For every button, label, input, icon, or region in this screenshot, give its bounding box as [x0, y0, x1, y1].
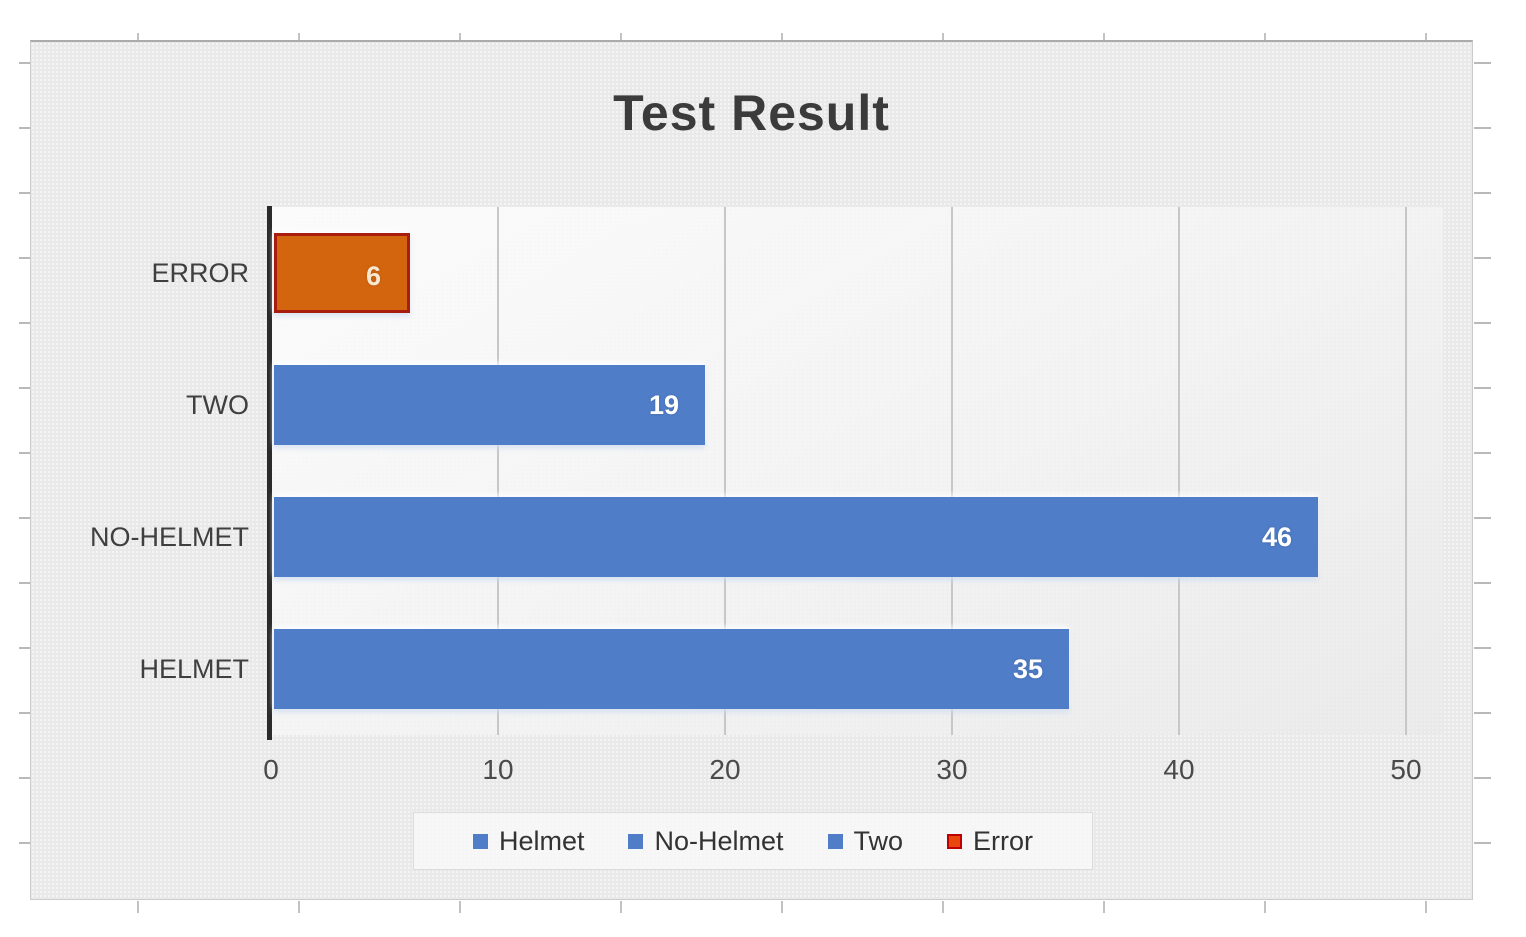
- worksheet-gridline-stub: [459, 901, 461, 913]
- legend-item-error: Error: [947, 826, 1033, 857]
- worksheet-gridline-stub: [19, 127, 30, 129]
- x-tick-label-0: 0: [263, 754, 279, 785]
- worksheet-gridline-stub: [1474, 517, 1491, 519]
- worksheet-gridline-stub: [1474, 62, 1491, 64]
- worksheet-gridline-stub: [620, 33, 622, 40]
- x-tick-label-40: 40: [1163, 754, 1195, 785]
- worksheet-gridline-stub: [620, 901, 622, 913]
- worksheet-gridline-stub: [1474, 127, 1491, 129]
- gridline: [1178, 207, 1180, 735]
- worksheet-gridline-stub: [1425, 901, 1427, 913]
- worksheet-gridline-stub: [459, 33, 461, 40]
- legend-marker-icon: [628, 833, 644, 849]
- worksheet-gridline-stub: [1425, 33, 1427, 40]
- worksheet-gridline-stub: [19, 712, 30, 714]
- legend-item-no-helmet: No-Helmet: [628, 825, 784, 857]
- worksheet-gridline-stub: [1474, 777, 1491, 779]
- worksheet-gridline-stub: [1474, 647, 1491, 649]
- worksheet-gridline-stub: [19, 387, 30, 389]
- gridline: [724, 207, 726, 735]
- worksheet-gridline-stub: [19, 192, 30, 194]
- legend-marker-icon: [827, 833, 843, 849]
- worksheet-gridline-stub: [1474, 192, 1491, 194]
- gridline: [1405, 207, 1407, 735]
- worksheet-gridline-stub: [1474, 387, 1491, 389]
- worksheet-gridline-stub: [19, 322, 30, 324]
- worksheet-gridline-stub: [1264, 901, 1266, 913]
- bar-two[interactable]: 19: [274, 365, 705, 445]
- bar-helmet[interactable]: 35: [274, 629, 1069, 709]
- worksheet-gridline-stub: [137, 901, 139, 913]
- gridline: [951, 207, 953, 735]
- legend-label: Helmet: [498, 825, 585, 856]
- legend-marker-icon: [472, 833, 488, 849]
- x-tick-label-20: 20: [709, 754, 741, 785]
- category-label-helmet: HELMET: [139, 654, 249, 684]
- legend-label: No-Helmet: [654, 825, 784, 856]
- category-label-no-helmet: NO-HELMET: [89, 522, 249, 552]
- worksheet-gridline-stub: [781, 33, 783, 40]
- worksheet-gridline-stub: [19, 517, 30, 519]
- legend-label: Error: [973, 825, 1034, 856]
- worksheet-gridline-stub: [1264, 33, 1266, 40]
- category-label-two: TWO: [186, 390, 249, 420]
- worksheet-gridline-stub: [1103, 901, 1105, 913]
- bar-no-helmet[interactable]: 46: [274, 497, 1318, 577]
- worksheet-gridline-stub: [1474, 322, 1491, 324]
- worksheet-gridline-stub: [137, 33, 139, 40]
- category-label-error: ERROR: [151, 258, 249, 288]
- worksheet-gridline-stub: [298, 901, 300, 913]
- worksheet-gridline-stub: [942, 33, 944, 40]
- worksheet-gridline-stub: [19, 582, 30, 584]
- worksheet-gridline-stub: [19, 257, 30, 259]
- worksheet-gridline-stub: [1103, 33, 1105, 40]
- bar-error[interactable]: 6: [274, 233, 410, 313]
- worksheet-gridline-stub: [298, 33, 300, 40]
- worksheet-gridline-stub: [1474, 257, 1491, 259]
- chart-legend: Helmet No-Helmet Two Error: [413, 812, 1093, 870]
- gridline: [497, 207, 499, 735]
- worksheet-gridline-stub: [19, 647, 30, 649]
- bar-value-label: 46: [1261, 522, 1292, 552]
- legend-item-two: Two: [827, 825, 904, 857]
- worksheet-gridline-stub: [19, 62, 30, 64]
- legend-marker-icon: [947, 833, 963, 849]
- worksheet-gridline-stub: [1474, 712, 1491, 714]
- worksheet-gridline-stub: [1474, 842, 1491, 844]
- value-axis-line: [267, 206, 272, 740]
- bar-value-label: 35: [1012, 654, 1043, 684]
- bar-value-label: 6: [365, 261, 381, 291]
- worksheet-gridline-stub: [1474, 452, 1491, 454]
- worksheet-gridline-stub: [781, 901, 783, 913]
- x-tick-label-30: 30: [936, 754, 968, 785]
- legend-item-helmet: Helmet: [472, 825, 585, 857]
- worksheet-gridline-stub: [19, 842, 30, 844]
- worksheet-gridline-stub: [19, 777, 30, 779]
- chart-title: Test Result: [613, 85, 890, 141]
- x-tick-label-10: 10: [482, 754, 514, 785]
- worksheet-gridline-stub: [1474, 582, 1491, 584]
- chart-area[interactable]: Test Result 6 19 46 35 ERROR TWO NO-HELMET HEL…: [30, 40, 1473, 900]
- x-tick-label-50: 50: [1390, 754, 1422, 785]
- legend-label: Two: [853, 825, 904, 856]
- bar-value-label: 19: [648, 390, 679, 420]
- worksheet-gridline-stub: [942, 901, 944, 913]
- worksheet-gridline-stub: [19, 452, 30, 454]
